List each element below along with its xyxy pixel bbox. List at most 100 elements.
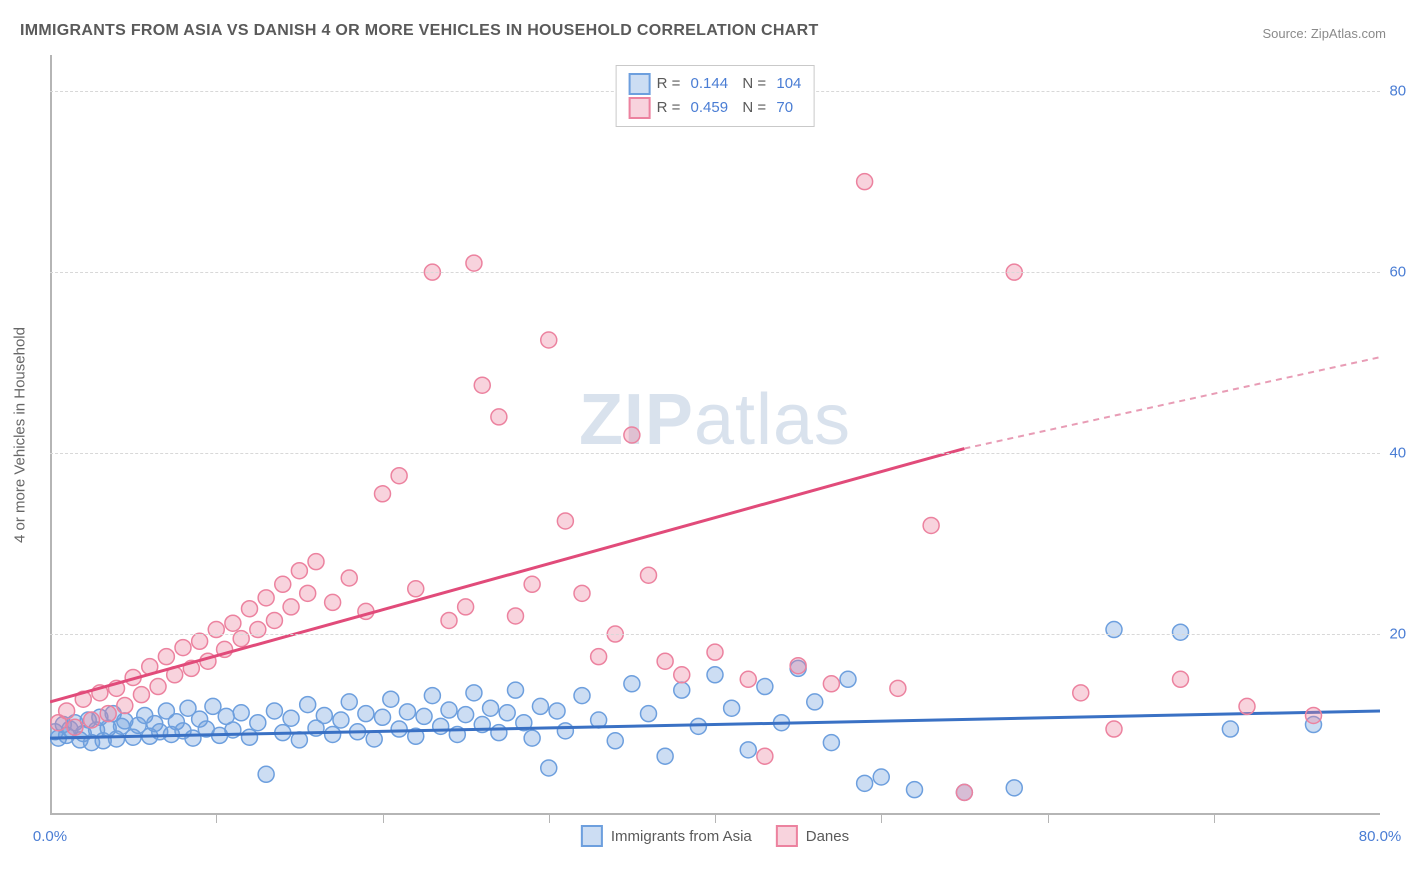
data-point bbox=[483, 700, 499, 716]
y-tick-label: 60.0% bbox=[1372, 264, 1406, 281]
data-point bbox=[441, 612, 457, 628]
trend-line-extrapolated bbox=[964, 357, 1380, 448]
data-point bbox=[458, 707, 474, 723]
data-point bbox=[466, 685, 482, 701]
data-point bbox=[491, 725, 507, 741]
data-point bbox=[59, 703, 75, 719]
data-point bbox=[790, 658, 806, 674]
grid-line bbox=[50, 453, 1380, 454]
data-point bbox=[175, 640, 191, 656]
legend-label-blue: Immigrants from Asia bbox=[611, 828, 752, 845]
data-point bbox=[574, 688, 590, 704]
data-point bbox=[258, 590, 274, 606]
data-point bbox=[233, 631, 249, 647]
swatch-pink-icon bbox=[776, 825, 798, 847]
legend-item-blue: Immigrants from Asia bbox=[581, 825, 752, 847]
x-tick-mark bbox=[881, 815, 882, 823]
x-tick-mark bbox=[1048, 815, 1049, 823]
data-point bbox=[316, 707, 332, 723]
data-point bbox=[823, 676, 839, 692]
data-point bbox=[192, 633, 208, 649]
data-point bbox=[341, 570, 357, 586]
y-tick-label: 20.0% bbox=[1372, 626, 1406, 643]
data-point bbox=[84, 712, 100, 728]
data-point bbox=[100, 706, 116, 722]
data-point bbox=[266, 703, 282, 719]
data-point bbox=[67, 719, 83, 735]
data-point bbox=[707, 667, 723, 683]
data-point bbox=[624, 427, 640, 443]
data-point bbox=[657, 653, 673, 669]
data-point bbox=[1173, 671, 1189, 687]
data-point bbox=[325, 594, 341, 610]
x-tick-label: 80.0% bbox=[1359, 828, 1402, 845]
data-point bbox=[258, 766, 274, 782]
data-point bbox=[1106, 622, 1122, 638]
y-tick-label: 80.0% bbox=[1372, 83, 1406, 100]
data-point bbox=[300, 697, 316, 713]
data-point bbox=[532, 698, 548, 714]
chart-title: IMMIGRANTS FROM ASIA VS DANISH 4 OR MORE… bbox=[20, 22, 819, 40]
data-point bbox=[873, 769, 889, 785]
data-point bbox=[250, 622, 266, 638]
source-label: Source: ZipAtlas.com bbox=[1262, 26, 1386, 41]
legend-label-pink: Danes bbox=[806, 828, 849, 845]
x-tick-mark bbox=[1214, 815, 1215, 823]
data-point bbox=[341, 694, 357, 710]
stats-legend: R = 0.144 N = 104 R = 0.459 N = 70 bbox=[616, 65, 815, 127]
grid-line bbox=[50, 272, 1380, 273]
series-legend: Immigrants from Asia Danes bbox=[581, 825, 849, 847]
data-point bbox=[1306, 707, 1322, 723]
data-point bbox=[205, 698, 221, 714]
data-point bbox=[857, 775, 873, 791]
data-point bbox=[557, 513, 573, 529]
data-point bbox=[242, 729, 258, 745]
data-point bbox=[624, 676, 640, 692]
legend-item-pink: Danes bbox=[776, 825, 849, 847]
x-tick-mark bbox=[715, 815, 716, 823]
data-point bbox=[375, 486, 391, 502]
swatch-blue-icon bbox=[581, 825, 603, 847]
data-point bbox=[757, 679, 773, 695]
data-point bbox=[208, 622, 224, 638]
data-point bbox=[266, 612, 282, 628]
data-point bbox=[823, 735, 839, 751]
data-point bbox=[740, 671, 756, 687]
data-point bbox=[275, 576, 291, 592]
data-point bbox=[233, 705, 249, 721]
data-point bbox=[242, 601, 258, 617]
data-point bbox=[1073, 685, 1089, 701]
n-value-blue: 104 bbox=[776, 72, 801, 96]
data-point bbox=[466, 255, 482, 271]
swatch-blue-icon bbox=[629, 73, 651, 95]
data-point bbox=[416, 708, 432, 724]
data-point bbox=[150, 679, 166, 695]
data-point bbox=[424, 688, 440, 704]
data-point bbox=[890, 680, 906, 696]
data-point bbox=[508, 608, 524, 624]
data-point bbox=[325, 726, 341, 742]
swatch-pink-icon bbox=[629, 97, 651, 119]
data-point bbox=[541, 760, 557, 776]
data-point bbox=[524, 576, 540, 592]
data-point bbox=[283, 710, 299, 726]
data-point bbox=[366, 731, 382, 747]
data-point bbox=[300, 585, 316, 601]
data-point bbox=[674, 667, 690, 683]
data-point bbox=[641, 567, 657, 583]
trend-line bbox=[50, 449, 964, 702]
data-point bbox=[840, 671, 856, 687]
data-point bbox=[740, 742, 756, 758]
data-point bbox=[724, 700, 740, 716]
r-value-blue: 0.144 bbox=[691, 72, 729, 96]
data-point bbox=[225, 615, 241, 631]
data-point bbox=[574, 585, 590, 601]
data-point bbox=[707, 644, 723, 660]
grid-line bbox=[50, 634, 1380, 635]
data-point bbox=[375, 709, 391, 725]
data-point bbox=[541, 332, 557, 348]
data-point bbox=[524, 730, 540, 746]
data-point bbox=[383, 691, 399, 707]
stats-row-pink: R = 0.459 N = 70 bbox=[629, 96, 802, 120]
data-point bbox=[907, 782, 923, 798]
